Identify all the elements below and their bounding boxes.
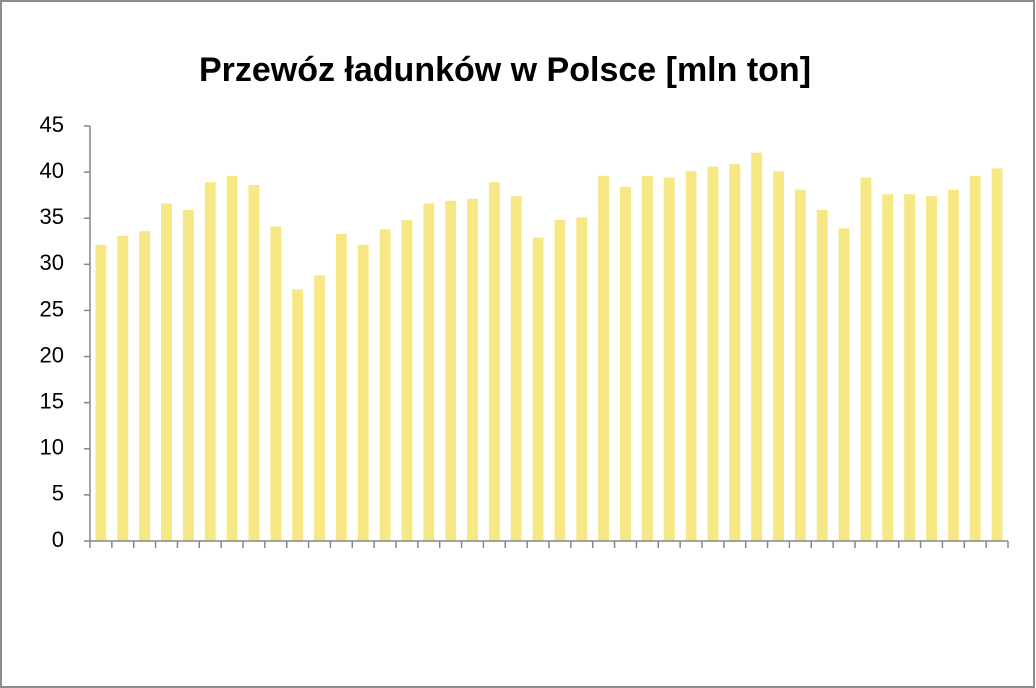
bar <box>554 220 566 542</box>
bar <box>379 229 391 542</box>
bar <box>357 244 369 541</box>
y-tick-label: 10 <box>40 435 64 460</box>
bar <box>991 168 1003 541</box>
y-tick-label: 45 <box>40 112 64 137</box>
bar <box>882 194 894 541</box>
bar <box>816 209 828 541</box>
bar <box>445 200 457 541</box>
bar <box>488 182 500 541</box>
bar <box>685 171 697 541</box>
bar <box>204 182 216 541</box>
bar <box>95 244 107 541</box>
bar <box>248 185 260 541</box>
bar <box>335 233 347 541</box>
bar <box>423 203 435 541</box>
bar <box>314 275 325 541</box>
bar <box>467 198 478 541</box>
y-tick-label: 30 <box>40 250 64 275</box>
bar <box>139 231 151 541</box>
y-tick-label: 5 <box>52 481 64 506</box>
y-tick-label: 0 <box>52 527 64 552</box>
bar <box>947 189 959 541</box>
bar <box>620 186 631 541</box>
bar <box>576 217 588 542</box>
bar <box>401 220 413 542</box>
bar <box>773 171 784 541</box>
bar <box>838 228 850 541</box>
bar <box>532 237 544 542</box>
bar <box>117 235 129 541</box>
bar <box>860 177 872 541</box>
bar <box>904 194 916 541</box>
bar <box>751 152 763 541</box>
bar <box>292 289 304 541</box>
bar <box>663 177 675 541</box>
bar <box>707 166 719 542</box>
bar <box>510 196 522 542</box>
bar <box>729 163 741 542</box>
bar <box>794 189 806 541</box>
bar <box>926 196 937 542</box>
bar <box>270 226 282 541</box>
y-tick-label: 35 <box>40 204 64 229</box>
bar <box>641 175 653 542</box>
y-tick-label: 15 <box>40 388 64 413</box>
bar <box>969 175 981 542</box>
y-tick-label: 40 <box>40 158 64 183</box>
bar <box>226 175 238 542</box>
bar <box>598 175 610 542</box>
chart-title: Przewóz ładunków w Polsce [mln ton] <box>199 51 811 89</box>
bar <box>161 203 172 541</box>
bar <box>182 209 194 541</box>
y-tick-label: 20 <box>40 342 64 367</box>
y-tick-label: 25 <box>40 296 64 321</box>
